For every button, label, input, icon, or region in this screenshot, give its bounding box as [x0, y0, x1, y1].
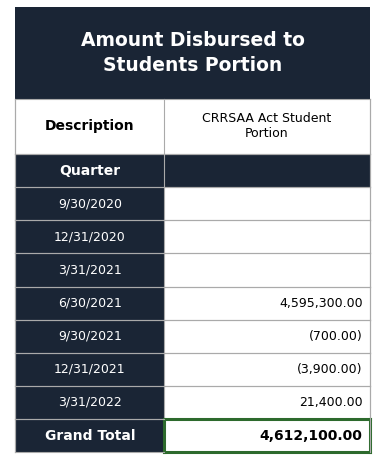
Text: Amount Disbursed to
Students Portion: Amount Disbursed to Students Portion: [80, 30, 305, 75]
Text: Description: Description: [45, 119, 135, 134]
Text: 4,612,100.00: 4,612,100.00: [260, 429, 363, 442]
Text: 21,400.00: 21,400.00: [299, 396, 363, 409]
Bar: [15, 286, 164, 319]
Bar: [164, 386, 370, 419]
Bar: [15, 386, 164, 419]
Text: (3,900.00): (3,900.00): [297, 363, 363, 376]
Text: Grand Total: Grand Total: [45, 429, 135, 442]
Bar: [164, 220, 370, 253]
Text: Quarter: Quarter: [59, 163, 121, 178]
Bar: [15, 253, 164, 286]
Bar: [164, 154, 370, 187]
Text: 12/31/2020: 12/31/2020: [54, 230, 126, 243]
Bar: [164, 419, 370, 452]
Bar: [15, 319, 164, 353]
Bar: [15, 7, 370, 99]
Bar: [164, 353, 370, 386]
Text: CRRSAA Act Student
Portion: CRRSAA Act Student Portion: [202, 112, 331, 140]
Text: (700.00): (700.00): [309, 330, 363, 343]
Text: 6/30/2021: 6/30/2021: [58, 297, 122, 309]
Text: 12/31/2021: 12/31/2021: [54, 363, 126, 376]
Bar: [164, 187, 370, 220]
Bar: [164, 99, 370, 154]
Bar: [164, 286, 370, 319]
Text: 3/31/2021: 3/31/2021: [58, 263, 122, 276]
Bar: [15, 419, 164, 452]
Bar: [15, 353, 164, 386]
Bar: [15, 99, 164, 154]
Bar: [164, 319, 370, 353]
Text: 3/31/2022: 3/31/2022: [58, 396, 122, 409]
Bar: [15, 220, 164, 253]
Text: 4,595,300.00: 4,595,300.00: [279, 297, 363, 309]
Text: 9/30/2021: 9/30/2021: [58, 330, 122, 343]
Text: 9/30/2020: 9/30/2020: [58, 197, 122, 210]
Bar: [164, 253, 370, 286]
Bar: [15, 154, 164, 187]
Bar: [15, 187, 164, 220]
